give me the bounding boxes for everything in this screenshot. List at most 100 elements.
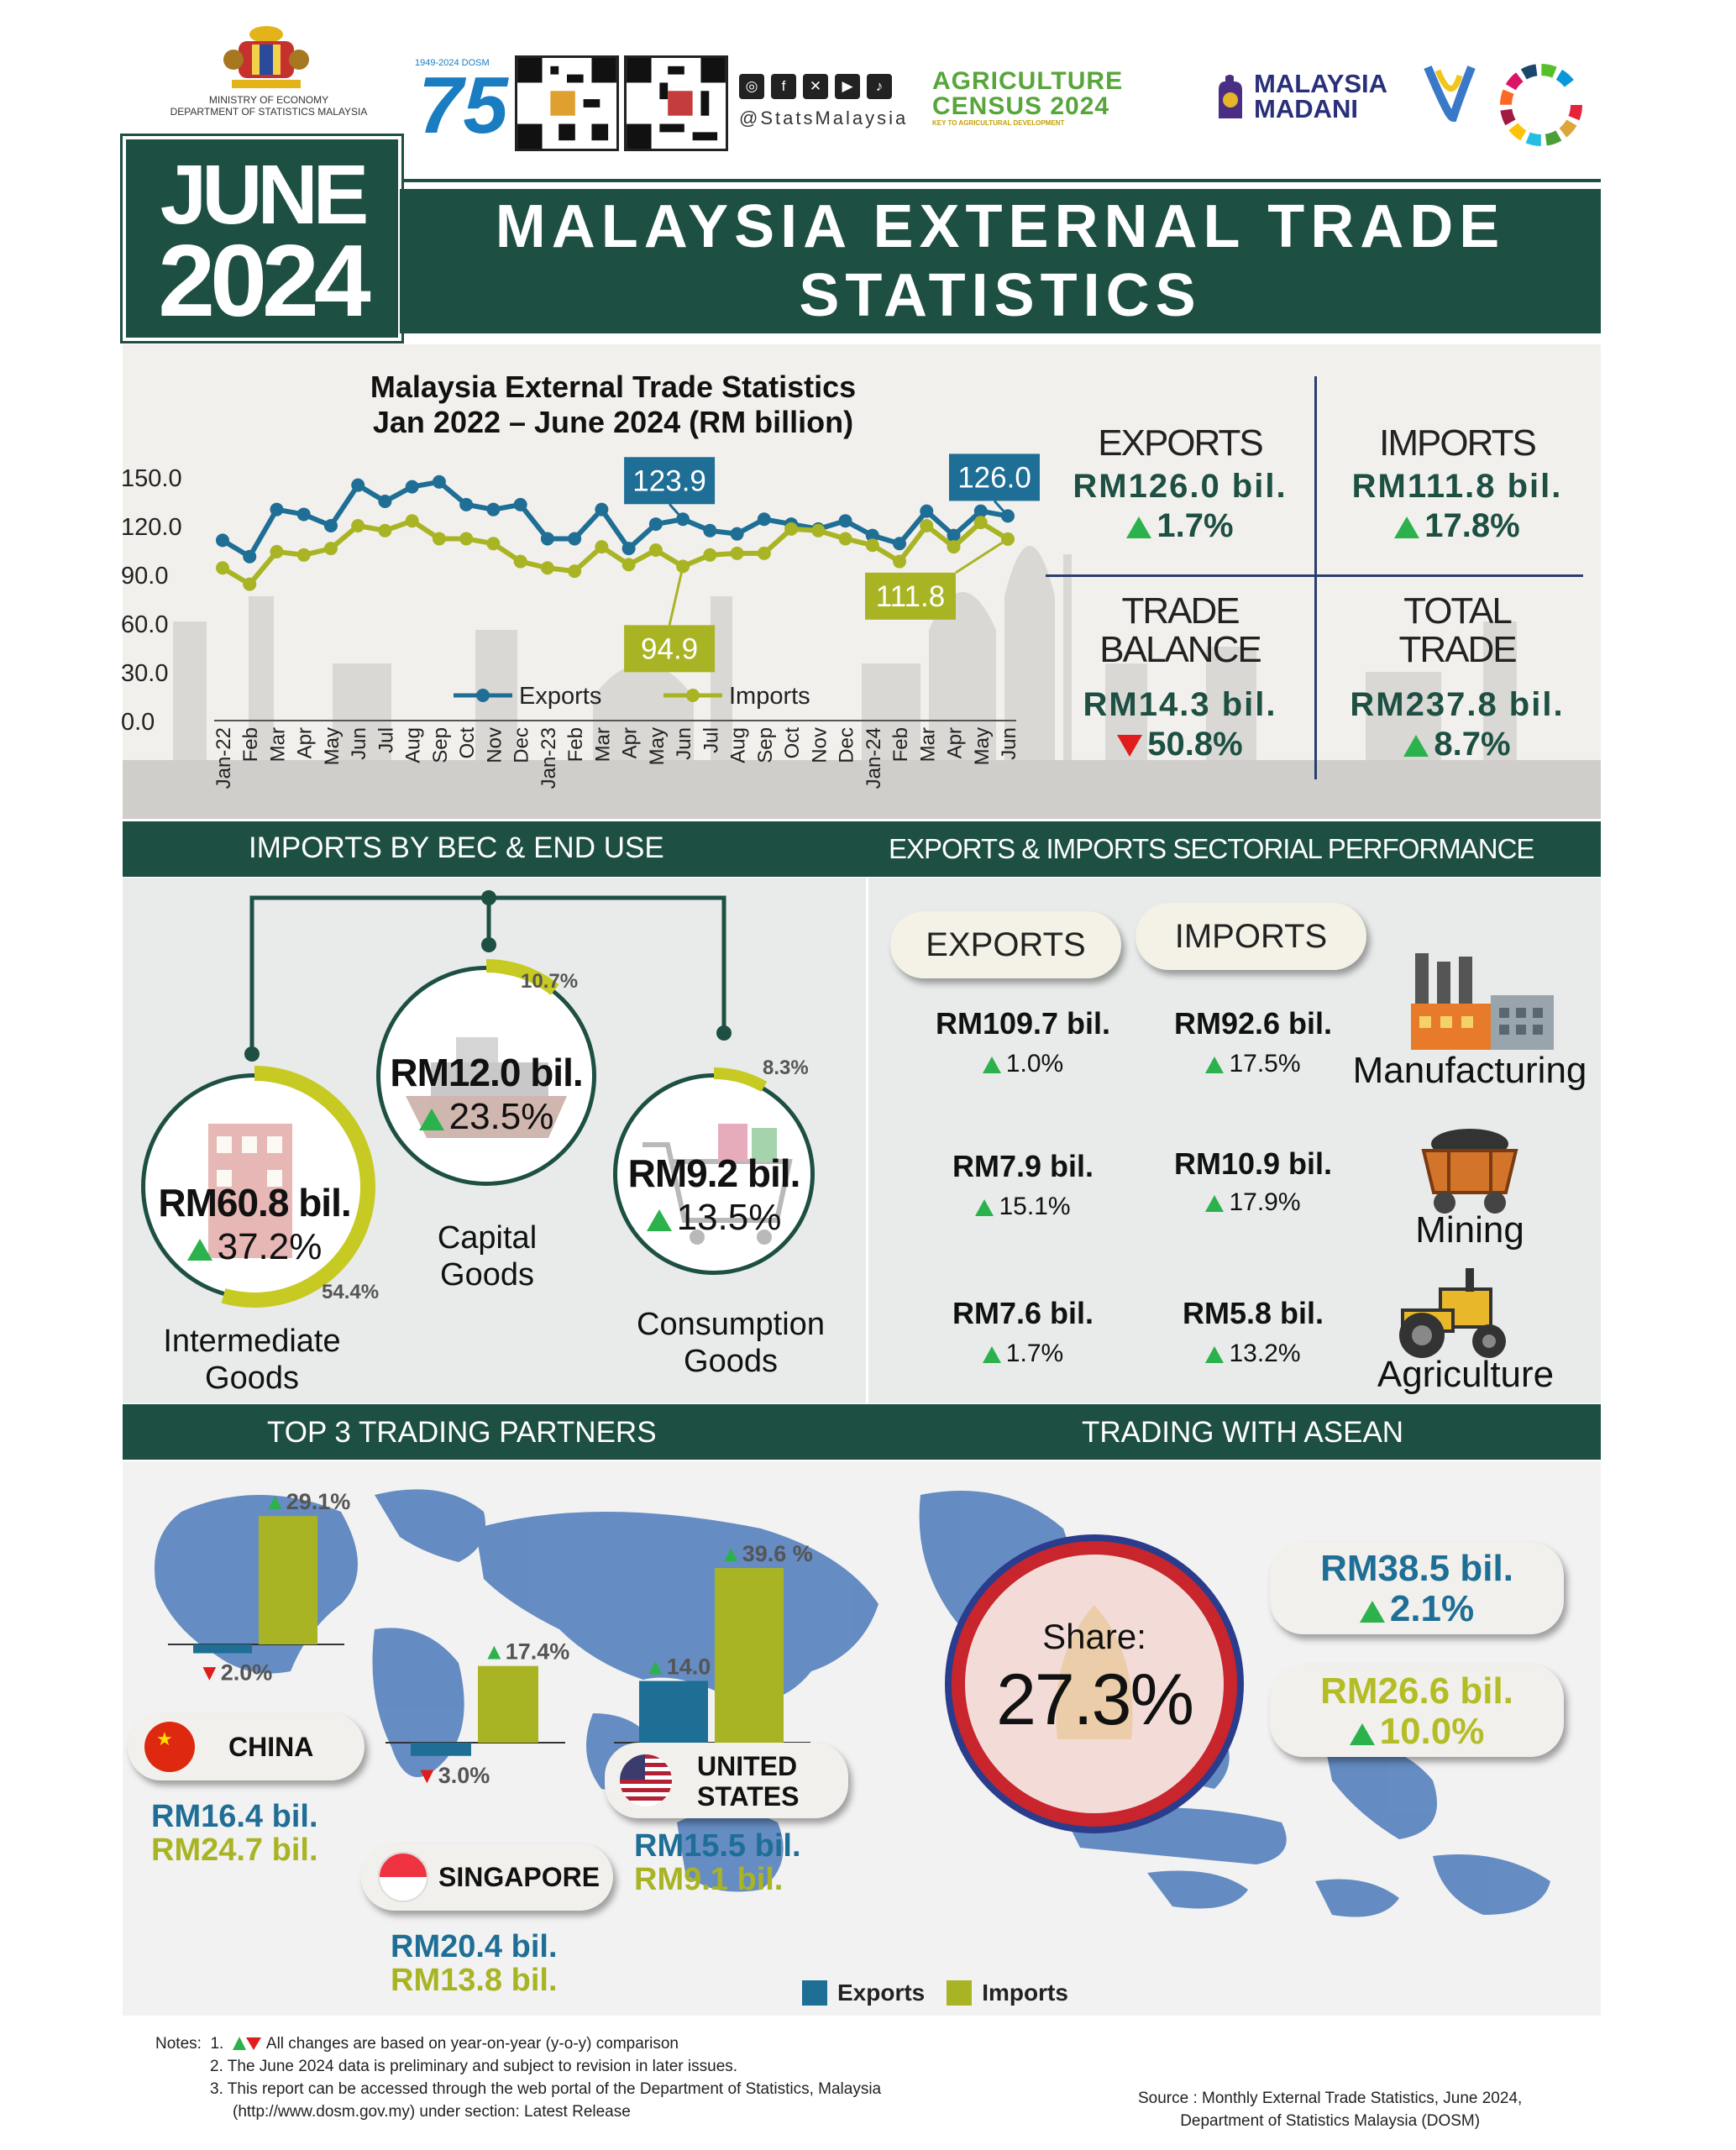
data-point-imports	[784, 522, 799, 536]
data-point-imports	[811, 523, 826, 538]
sectoral-section-title: EXPORTS & IMPORTS SECTORIAL PERFORMANCE	[889, 833, 1534, 864]
x-tick-label: Jan-23	[538, 727, 560, 789]
data-point-imports	[270, 544, 284, 558]
consumption-change: 13.5%	[605, 1197, 823, 1239]
data-point-imports	[432, 532, 446, 546]
kpi-trade-balance: TRADE BALANCE RM14.3 bil. 50.8%	[1083, 590, 1277, 763]
x-tick-label: Jan-24	[863, 727, 885, 789]
instagram-icon[interactable]: ◎	[739, 74, 764, 99]
data-point-exports	[838, 514, 852, 528]
down-arrow-icon	[245, 2037, 261, 2050]
us-imports-bar	[715, 1568, 784, 1743]
agriculture-imports-change: 13.2%	[1144, 1340, 1362, 1368]
data-point-exports	[405, 480, 419, 494]
qr-code-2-icon[interactable]	[624, 55, 728, 151]
china-imports-value: RM24.7 bil.	[151, 1833, 318, 1868]
data-point-imports	[540, 561, 554, 575]
sdg-wheel-logo	[1499, 63, 1583, 151]
up-arrow-icon	[1394, 517, 1420, 538]
capital-label: Capital Goods	[437, 1220, 538, 1293]
factory-icon	[1411, 953, 1554, 1050]
asean-share-label: Share:	[1042, 1617, 1146, 1656]
data-point-exports	[865, 528, 879, 543]
us-exports-bar	[639, 1681, 708, 1743]
x-tick-label: Oct	[456, 727, 479, 759]
x-tick-label: Jun	[673, 727, 695, 760]
mining-imports-value: RM10.9 bil.	[1173, 1146, 1333, 1181]
x-tick-label: Dec	[511, 727, 533, 763]
bec-section-bar: IMPORTS BY BEC & END USE	[123, 821, 862, 877]
china-exports-change-label: ▼2.0%	[198, 1660, 272, 1686]
data-point-imports	[947, 540, 961, 554]
data-point-exports	[595, 502, 609, 517]
us-flag-icon	[620, 1754, 672, 1807]
madani-hand-icon	[1219, 75, 1242, 118]
x-tick-label: Feb	[239, 727, 262, 762]
data-point-imports	[323, 542, 338, 556]
x-tick-label: Jul	[375, 727, 397, 753]
asean-emblem-icon	[1056, 1605, 1133, 1739]
legend-label-exports: Exports	[519, 683, 601, 710]
data-point-imports	[243, 577, 257, 591]
x-icon[interactable]: ✕	[803, 74, 828, 99]
data-point-exports	[486, 502, 501, 517]
data-point-imports	[595, 540, 609, 554]
svg-text:★: ★	[156, 1729, 173, 1750]
data-point-exports	[513, 497, 527, 511]
facebook-icon[interactable]: f	[771, 74, 796, 99]
up-arrow-icon	[1205, 1195, 1225, 1212]
partners-legend: Exports Imports	[802, 1980, 1068, 2006]
date-month: JUNE	[160, 148, 370, 242]
mine-cart-icon	[1421, 1129, 1518, 1214]
data-point-exports	[432, 475, 446, 489]
partner-bars-chart: ▼2.0%▲29.1%▼3.0%▲17.4%▲14.0 %▲39.6 %	[168, 1489, 813, 1788]
callout-label: 111.8	[876, 580, 945, 613]
x-tick-label: Feb	[889, 727, 912, 762]
data-point-exports	[459, 497, 474, 511]
legend-imports-swatch	[947, 1980, 973, 2006]
agriculture-imports-value: RM5.8 bil.	[1182, 1296, 1324, 1330]
data-point-imports	[920, 519, 934, 532]
data-point-imports	[730, 546, 744, 560]
data-point-exports	[378, 495, 392, 508]
capital-change: 23.5%	[368, 1096, 605, 1138]
china-exports-bar	[193, 1644, 252, 1654]
up-arrow-icon	[186, 1239, 212, 1261]
tractor-icon	[1399, 1268, 1506, 1358]
asean-share-value: 27.3%	[996, 1660, 1194, 1740]
y-tick-label: 90.0	[121, 563, 168, 590]
x-tick-label: Apr	[294, 727, 317, 758]
data-point-imports	[378, 523, 392, 538]
up-arrow-icon	[1126, 517, 1152, 538]
mining-exports-value: RM7.9 bil.	[952, 1149, 1094, 1183]
callout-label: 94.9	[641, 632, 698, 665]
capital-value: RM12.0 bil.	[390, 1051, 583, 1094]
data-point-exports	[296, 507, 311, 522]
data-point-imports	[648, 543, 663, 557]
building-icon	[208, 1124, 292, 1258]
singapore-exports-value: RM20.4 bil.	[391, 1929, 558, 1964]
tiktok-icon[interactable]: ♪	[867, 74, 892, 99]
sectoral-exports-pill: EXPORTS	[890, 911, 1121, 978]
x-tick-label: Nov	[483, 727, 506, 763]
x-tick-label: Jun	[348, 727, 370, 760]
data-point-imports	[296, 548, 311, 562]
bec-connector-lines	[244, 890, 732, 1062]
china-exports-value: RM16.4 bil.	[151, 1799, 318, 1834]
youtube-icon[interactable]: ▶	[835, 74, 860, 99]
kpi-imports: IMPORTS RM111.8 bil. 17.8%	[1351, 422, 1563, 545]
qr-code-icon[interactable]	[515, 55, 619, 151]
x-tick-label: Feb	[564, 727, 587, 762]
y-tick-label: 60.0	[121, 611, 168, 638]
callout-box	[865, 572, 956, 620]
callout-leader	[955, 538, 1009, 574]
x-tick-label: Dec	[836, 727, 858, 763]
legend-marker-exports	[476, 689, 490, 702]
social-handle: @StatsMalaysia	[739, 108, 909, 128]
date-badge: JUNE 2024	[120, 134, 404, 343]
chart-title: Malaysia External Trade Statistics Jan 2…	[370, 370, 857, 439]
intermediate-share-ring	[134, 1066, 375, 1308]
legend-exports-swatch	[802, 1980, 827, 2006]
page-title: MALAYSIA EXTERNAL TRADE STATISTICS	[400, 189, 1601, 333]
y-tick-label: 150.0	[121, 465, 182, 492]
